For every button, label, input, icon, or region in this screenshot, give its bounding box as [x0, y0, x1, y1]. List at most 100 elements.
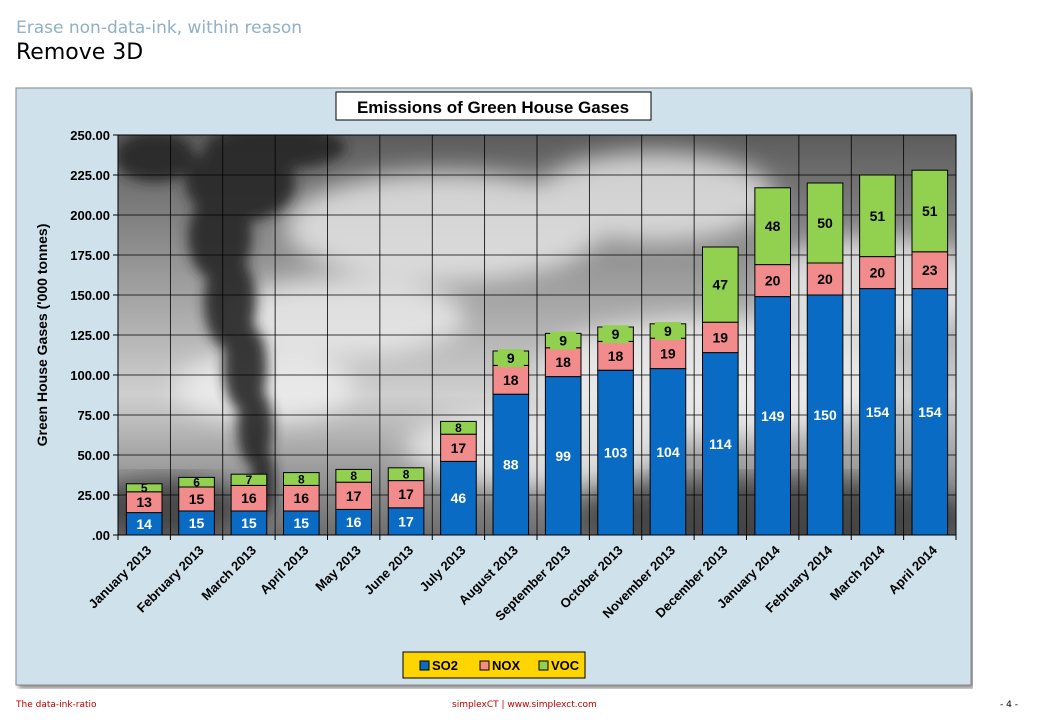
y-tick-label: 50.00 [77, 448, 110, 463]
data-label-box [550, 353, 577, 372]
data-label-so2: 150 [813, 407, 837, 423]
data-label-nox: 20 [765, 273, 781, 289]
data-label-box [654, 322, 681, 340]
data-label-box [497, 349, 524, 368]
data-label-nox: 20 [817, 271, 833, 287]
data-label-voc: 47 [713, 277, 729, 293]
data-label-so2: 17 [398, 513, 414, 529]
data-label-so2: 99 [555, 448, 571, 464]
legend: SO2 NOX VOC [402, 651, 586, 679]
data-label-so2: 15 [189, 515, 205, 531]
data-label-voc: 9 [507, 350, 515, 366]
data-label-so2: 114 [709, 436, 732, 452]
data-label-box [445, 438, 472, 457]
y-tick-label: 175.00 [70, 248, 110, 263]
data-label-box [707, 275, 734, 294]
bar-voc-segment [335, 468, 372, 483]
slide-subtitle: Erase non-data-ink, within reason [16, 18, 303, 38]
data-label-so2: 103 [604, 445, 628, 461]
footer-left: The data-ink-ratio [16, 700, 97, 710]
y-tick-label: 25.00 [77, 488, 110, 503]
data-label-nox: 18 [608, 348, 624, 364]
data-label-box [864, 206, 891, 225]
bar-so2-segment [178, 510, 215, 536]
data-label-box [864, 263, 891, 282]
data-label-box [654, 344, 681, 363]
data-label-voc: 9 [612, 326, 620, 342]
data-label-box [812, 270, 839, 288]
data-label-box [759, 217, 786, 236]
legend-swatch-so2 [419, 660, 430, 671]
data-label-voc: 8 [350, 469, 357, 483]
y-tick-label: 100.00 [70, 368, 110, 383]
data-label-box [550, 331, 577, 350]
legend-label-nox: NOX [492, 658, 521, 673]
data-label-voc: 50 [817, 215, 833, 231]
legend-swatch-voc [538, 660, 549, 671]
data-label-nox: 17 [451, 440, 467, 456]
data-label-so2: 154 [918, 404, 942, 420]
bar-so2-segment [283, 510, 320, 536]
bar-voc-segment [125, 483, 163, 493]
bar-voc-segment [387, 467, 425, 482]
legend-label-voc: VOC [551, 658, 580, 673]
data-label-nox: 16 [294, 490, 310, 506]
y-tick-label: .00 [92, 528, 110, 543]
y-tick-label: 125.00 [70, 328, 110, 343]
data-label-so2: 16 [346, 514, 362, 530]
data-label-so2: 46 [451, 490, 467, 506]
bar-so2-segment [806, 294, 844, 536]
data-label-box [497, 370, 524, 389]
plot-border [117, 134, 957, 536]
data-label-voc: 8 [298, 472, 305, 486]
data-label-box [288, 489, 315, 508]
bar-so2-segment [230, 510, 268, 536]
data-label-nox: 15 [189, 491, 205, 507]
data-label-voc: 5 [141, 481, 148, 495]
data-label-nox: 18 [503, 372, 519, 388]
data-label-box [235, 489, 262, 508]
data-label-voc: 48 [765, 218, 781, 234]
data-label-nox: 23 [922, 262, 938, 278]
data-label-voc: 8 [403, 468, 410, 482]
legend-box [402, 651, 586, 679]
data-label-voc: 7 [246, 473, 253, 487]
data-label-nox: 19 [713, 329, 729, 345]
data-label-nox: 17 [398, 486, 414, 502]
data-label-so2: 15 [241, 515, 257, 531]
data-label-nox: 13 [136, 494, 152, 510]
chart-title-box [335, 91, 652, 121]
bar-voc-segment [230, 473, 268, 486]
y-tick-label: 150.00 [70, 288, 110, 303]
data-label-so2: 104 [656, 444, 680, 460]
y-tick-label: 225.00 [70, 168, 110, 183]
data-label-nox: 16 [241, 490, 257, 506]
data-label-box [916, 261, 943, 280]
data-label-nox: 19 [660, 345, 676, 361]
data-label-voc: 9 [664, 323, 672, 339]
bar-so2-segment [702, 352, 739, 536]
slide-title: Remove 3D [16, 40, 144, 65]
data-label-voc: 9 [559, 333, 567, 349]
data-label-nox: 18 [555, 354, 571, 370]
data-label-nox: 20 [870, 265, 886, 281]
data-label-voc: 8 [455, 421, 462, 435]
bar-so2-segment [440, 460, 477, 536]
data-label-box [340, 486, 367, 505]
y-axis-label: Green House Gases ('000 tonnes) [34, 224, 50, 447]
data-label-box [131, 493, 158, 512]
data-label-voc: 51 [922, 203, 938, 219]
data-label-so2: 154 [866, 404, 890, 420]
data-label-box [393, 485, 420, 504]
legend-swatch-nox [479, 660, 490, 671]
data-label-voc: 51 [870, 208, 886, 224]
bar-so2-segment [859, 288, 896, 536]
data-label-box [602, 346, 629, 365]
bar-voc-segment [440, 420, 477, 435]
y-tick-label: 250.00 [70, 128, 110, 143]
y-tick-label: 200.00 [70, 208, 110, 223]
data-label-box [916, 202, 943, 220]
data-label-box [759, 271, 786, 290]
data-label-box [707, 328, 734, 347]
data-label-so2: 14 [136, 516, 152, 532]
